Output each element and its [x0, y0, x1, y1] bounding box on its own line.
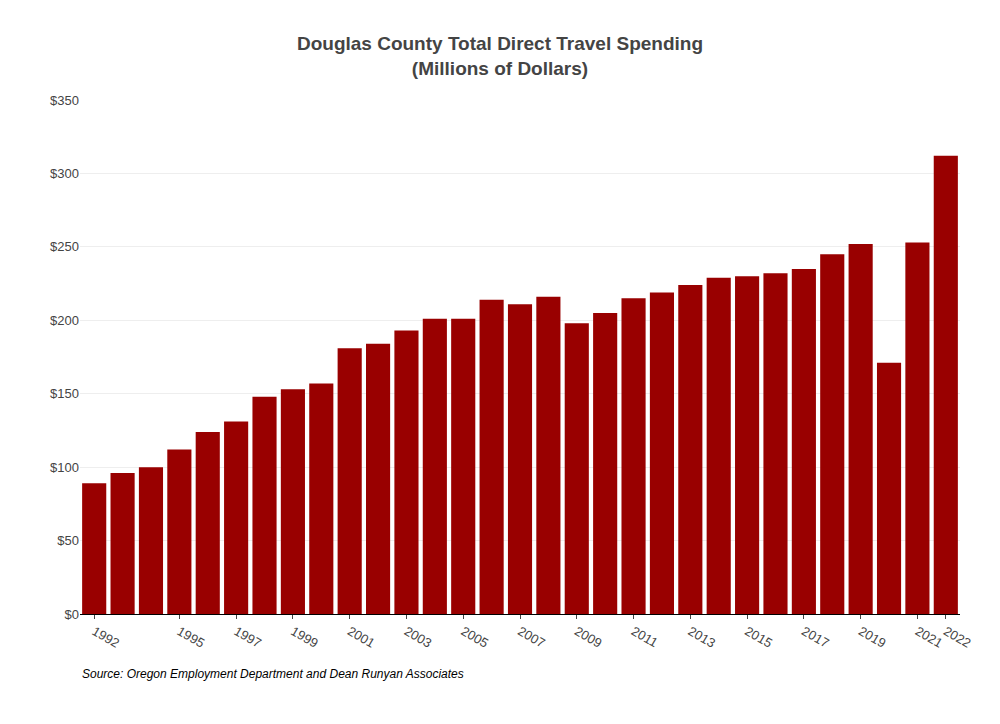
svg-text:2019: 2019: [856, 623, 889, 650]
svg-text:2005: 2005: [458, 623, 491, 650]
svg-text:1992: 1992: [89, 623, 122, 650]
svg-text:2022: 2022: [941, 623, 974, 650]
svg-text:$50: $50: [57, 533, 79, 548]
svg-text:2001: 2001: [345, 623, 378, 650]
svg-text:$250: $250: [50, 239, 79, 254]
svg-text:2013: 2013: [686, 623, 719, 650]
svg-text:2017: 2017: [799, 623, 832, 650]
svg-text:$100: $100: [50, 460, 79, 475]
svg-text:2015: 2015: [742, 623, 775, 650]
svg-text:2011: 2011: [629, 623, 661, 650]
svg-text:2007: 2007: [515, 623, 548, 650]
svg-text:2009: 2009: [572, 623, 605, 650]
svg-text:$150: $150: [50, 386, 79, 401]
svg-text:Douglas County Total Direct Tr: Douglas County Total Direct Travel Spend…: [297, 33, 703, 79]
svg-text:$200: $200: [50, 313, 79, 328]
svg-text:1995: 1995: [175, 623, 208, 650]
svg-text:$0: $0: [65, 607, 79, 622]
svg-text:1997: 1997: [231, 623, 264, 650]
svg-text:1999: 1999: [288, 623, 321, 650]
svg-text:2021: 2021: [913, 623, 946, 650]
svg-text:Source: Oregon Employment Depa: Source: Oregon Employment Department and…: [82, 667, 464, 681]
svg-text:$350: $350: [50, 93, 79, 108]
svg-text:$300: $300: [50, 166, 79, 181]
svg-text:2003: 2003: [402, 623, 435, 650]
